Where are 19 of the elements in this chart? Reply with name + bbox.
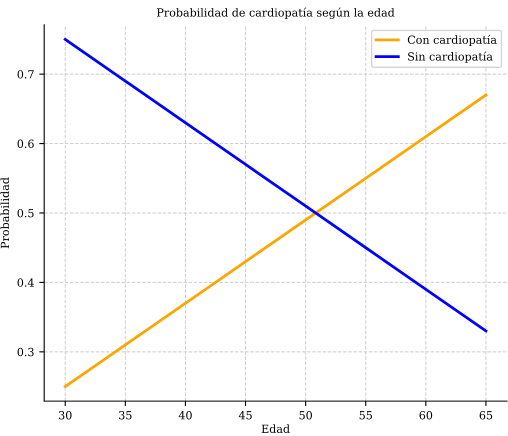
- line-series: [64, 94, 488, 388]
- x-axis-title: Edad: [262, 424, 290, 433]
- y-tick-label: 0.6: [18, 140, 34, 148]
- chart-title: Probabilidad de cardiopatía según la edad: [157, 8, 394, 19]
- y-tick-label: 0.5: [18, 208, 34, 218]
- y-tick-label: 0.3: [18, 348, 34, 356]
- y-tick-label: 0.4: [18, 278, 34, 287]
- x-tick-label: 40: [178, 411, 192, 420]
- y-axis-title: Probabilidad: [0, 177, 10, 248]
- legend-label: Sin cardiopatía: [408, 52, 493, 63]
- x-tick-label: 30: [59, 411, 72, 420]
- x-tick-label: 45: [238, 411, 252, 420]
- x-tick-label: 60: [420, 411, 432, 420]
- x-tick-label: 35: [119, 411, 132, 420]
- x-tick-label: 55: [360, 411, 372, 420]
- legend-label: Con cardiopatía: [408, 34, 497, 46]
- x-tick-label: 50: [300, 411, 312, 420]
- y-tick-label: 0.7: [18, 70, 34, 79]
- x-tick-label: 65: [480, 411, 492, 420]
